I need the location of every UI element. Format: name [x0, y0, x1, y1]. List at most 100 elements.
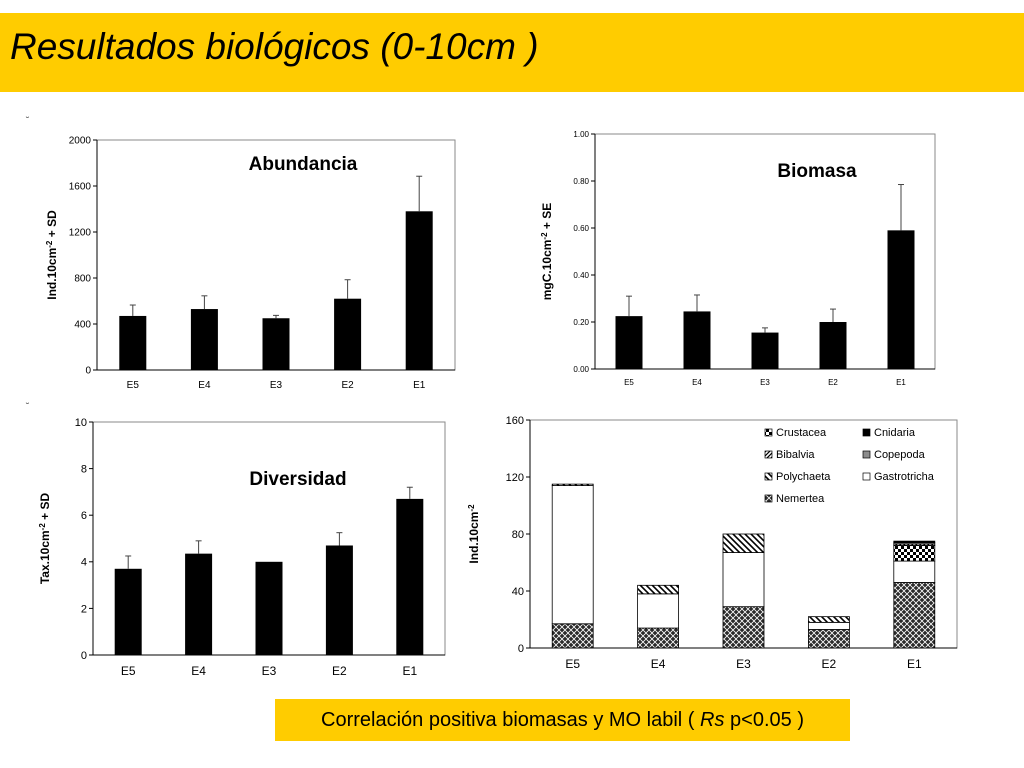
y-tick-label: 160	[506, 415, 524, 427]
y-axis-label: Ind.10cm-2	[467, 504, 481, 564]
bar-segment	[807, 616, 850, 623]
y-axis-label: mgC.10cm-2 + SE	[540, 203, 554, 301]
bar-segment	[893, 544, 936, 562]
bar-segment	[551, 485, 594, 625]
x-tick-label: E2	[822, 657, 837, 671]
x-tick-label: E4	[198, 380, 211, 391]
y-tick-label: 0	[81, 650, 87, 662]
bar	[615, 316, 643, 369]
bar-segment	[551, 483, 594, 486]
x-tick-label: E3	[262, 664, 277, 678]
y-tick-label: 0.40	[573, 271, 589, 280]
bar	[190, 309, 218, 370]
x-tick-label: E2	[341, 380, 354, 391]
legend-swatch	[862, 428, 871, 437]
y-tick-label: 0.20	[573, 318, 589, 327]
legend-swatch	[764, 428, 773, 437]
legend-label: Gastrotricha	[874, 471, 935, 483]
x-tick-label: E2	[332, 664, 347, 678]
diversidad-chart: 0 2 4 6 8 10 E5 E4 E3 E2 E1 Tax.10cm-2 + SD Diversid…	[38, 417, 446, 678]
bar	[751, 332, 779, 369]
bar-segment	[637, 584, 680, 595]
x-tick-label: E5	[127, 380, 140, 391]
legend-label: Polychaeta	[776, 471, 831, 483]
x-tick-label: E5	[624, 378, 634, 387]
legend-label: Crustacea	[776, 427, 827, 439]
bar-segment	[551, 623, 594, 649]
legend-label: Cnidaria	[874, 427, 916, 439]
bar	[405, 211, 433, 370]
y-tick-label: 2	[81, 603, 87, 615]
legend-swatch	[764, 472, 773, 481]
bar-segment	[893, 560, 936, 583]
y-tick-label: 10	[75, 417, 87, 429]
y-tick-label: 120	[506, 472, 524, 484]
bar-segment	[807, 621, 850, 630]
bar	[255, 561, 283, 655]
bar	[819, 322, 847, 369]
bar	[887, 230, 915, 369]
x-tick-label: E1	[413, 380, 426, 391]
legend-label: Bibalvia	[776, 449, 815, 461]
bar	[119, 315, 147, 370]
y-tick-label: 1200	[69, 228, 92, 239]
bar	[396, 498, 424, 655]
legend-label: Copepoda	[874, 449, 926, 461]
bar	[683, 311, 711, 369]
y-tick-label: 40	[512, 586, 524, 598]
x-tick-label: E1	[896, 378, 906, 387]
bar-segment	[637, 593, 680, 629]
bar	[114, 568, 142, 655]
composicion-chart: 0 40 80 120 160 E5 E4 E3 E2 E1 Ind.10cm-2 Crustacea…	[467, 415, 958, 671]
y-axis-label: Ind.10cm-2 + SD	[45, 210, 59, 300]
chart-title: Diversidad	[249, 469, 346, 490]
y-tick-label: 1600	[69, 182, 92, 193]
y-tick-label: 0	[518, 643, 524, 655]
footer-note: Correlación positiva biomasas y MO labil…	[275, 699, 850, 741]
y-tick-label: 0.00	[573, 365, 589, 374]
bar-segment	[893, 582, 936, 649]
x-tick-label: E4	[692, 378, 702, 387]
y-tick-label: 0	[85, 366, 91, 377]
y-tick-label: 4	[81, 557, 87, 569]
x-tick-label: E3	[270, 380, 283, 391]
bar-segment	[807, 629, 850, 649]
stray-mark: ˘	[26, 116, 30, 127]
footer-text-end: p<0.05 )	[730, 708, 804, 731]
x-tick-label: E1	[402, 664, 417, 678]
x-tick-label: E3	[760, 378, 770, 387]
biomasa-chart: 0.00 0.20 0.40 0.60 0.80 1.00 E5 E4 E3 E2 E1 mgC.10…	[540, 130, 936, 387]
bar-segment	[722, 606, 765, 649]
y-tick-label: 6	[81, 510, 87, 522]
bar	[334, 298, 362, 370]
y-tick-label: 400	[74, 320, 91, 331]
y-axis-label: Tax.10cm-2 + SD	[38, 493, 52, 585]
x-tick-label: E5	[565, 657, 580, 671]
y-tick-label: 2000	[69, 136, 92, 147]
title-bar	[0, 13, 1024, 92]
y-tick-label: 1.00	[573, 130, 589, 139]
bar-segment	[893, 540, 936, 543]
stray-mark: ˘	[26, 402, 30, 413]
footer-italic-text: Rs	[700, 708, 725, 731]
abundancia-chart: 0 400 800 1200 1600 2000 E5 E4 E3 E2 E1 Ind.10cm-2 …	[45, 136, 456, 391]
bar-segment	[722, 533, 765, 553]
y-tick-label: 0.80	[573, 177, 589, 186]
y-tick-label: 800	[74, 274, 91, 285]
bar-segment	[722, 552, 765, 608]
bar	[185, 553, 213, 655]
slide-title: Resultados biológicos (0-10cm )	[10, 26, 539, 67]
bar-segment	[637, 627, 680, 649]
y-tick-label: 8	[81, 463, 87, 475]
bar	[262, 318, 290, 370]
bar	[325, 545, 353, 655]
chart-title: Biomasa	[777, 161, 857, 182]
x-tick-label: E5	[121, 664, 136, 678]
y-tick-label: 0.60	[573, 224, 589, 233]
legend-swatch	[764, 450, 773, 459]
legend-swatch	[862, 450, 871, 459]
legend-swatch	[862, 472, 871, 481]
x-tick-label: E1	[907, 657, 922, 671]
x-tick-label: E4	[651, 657, 666, 671]
legend-swatch	[764, 494, 773, 503]
